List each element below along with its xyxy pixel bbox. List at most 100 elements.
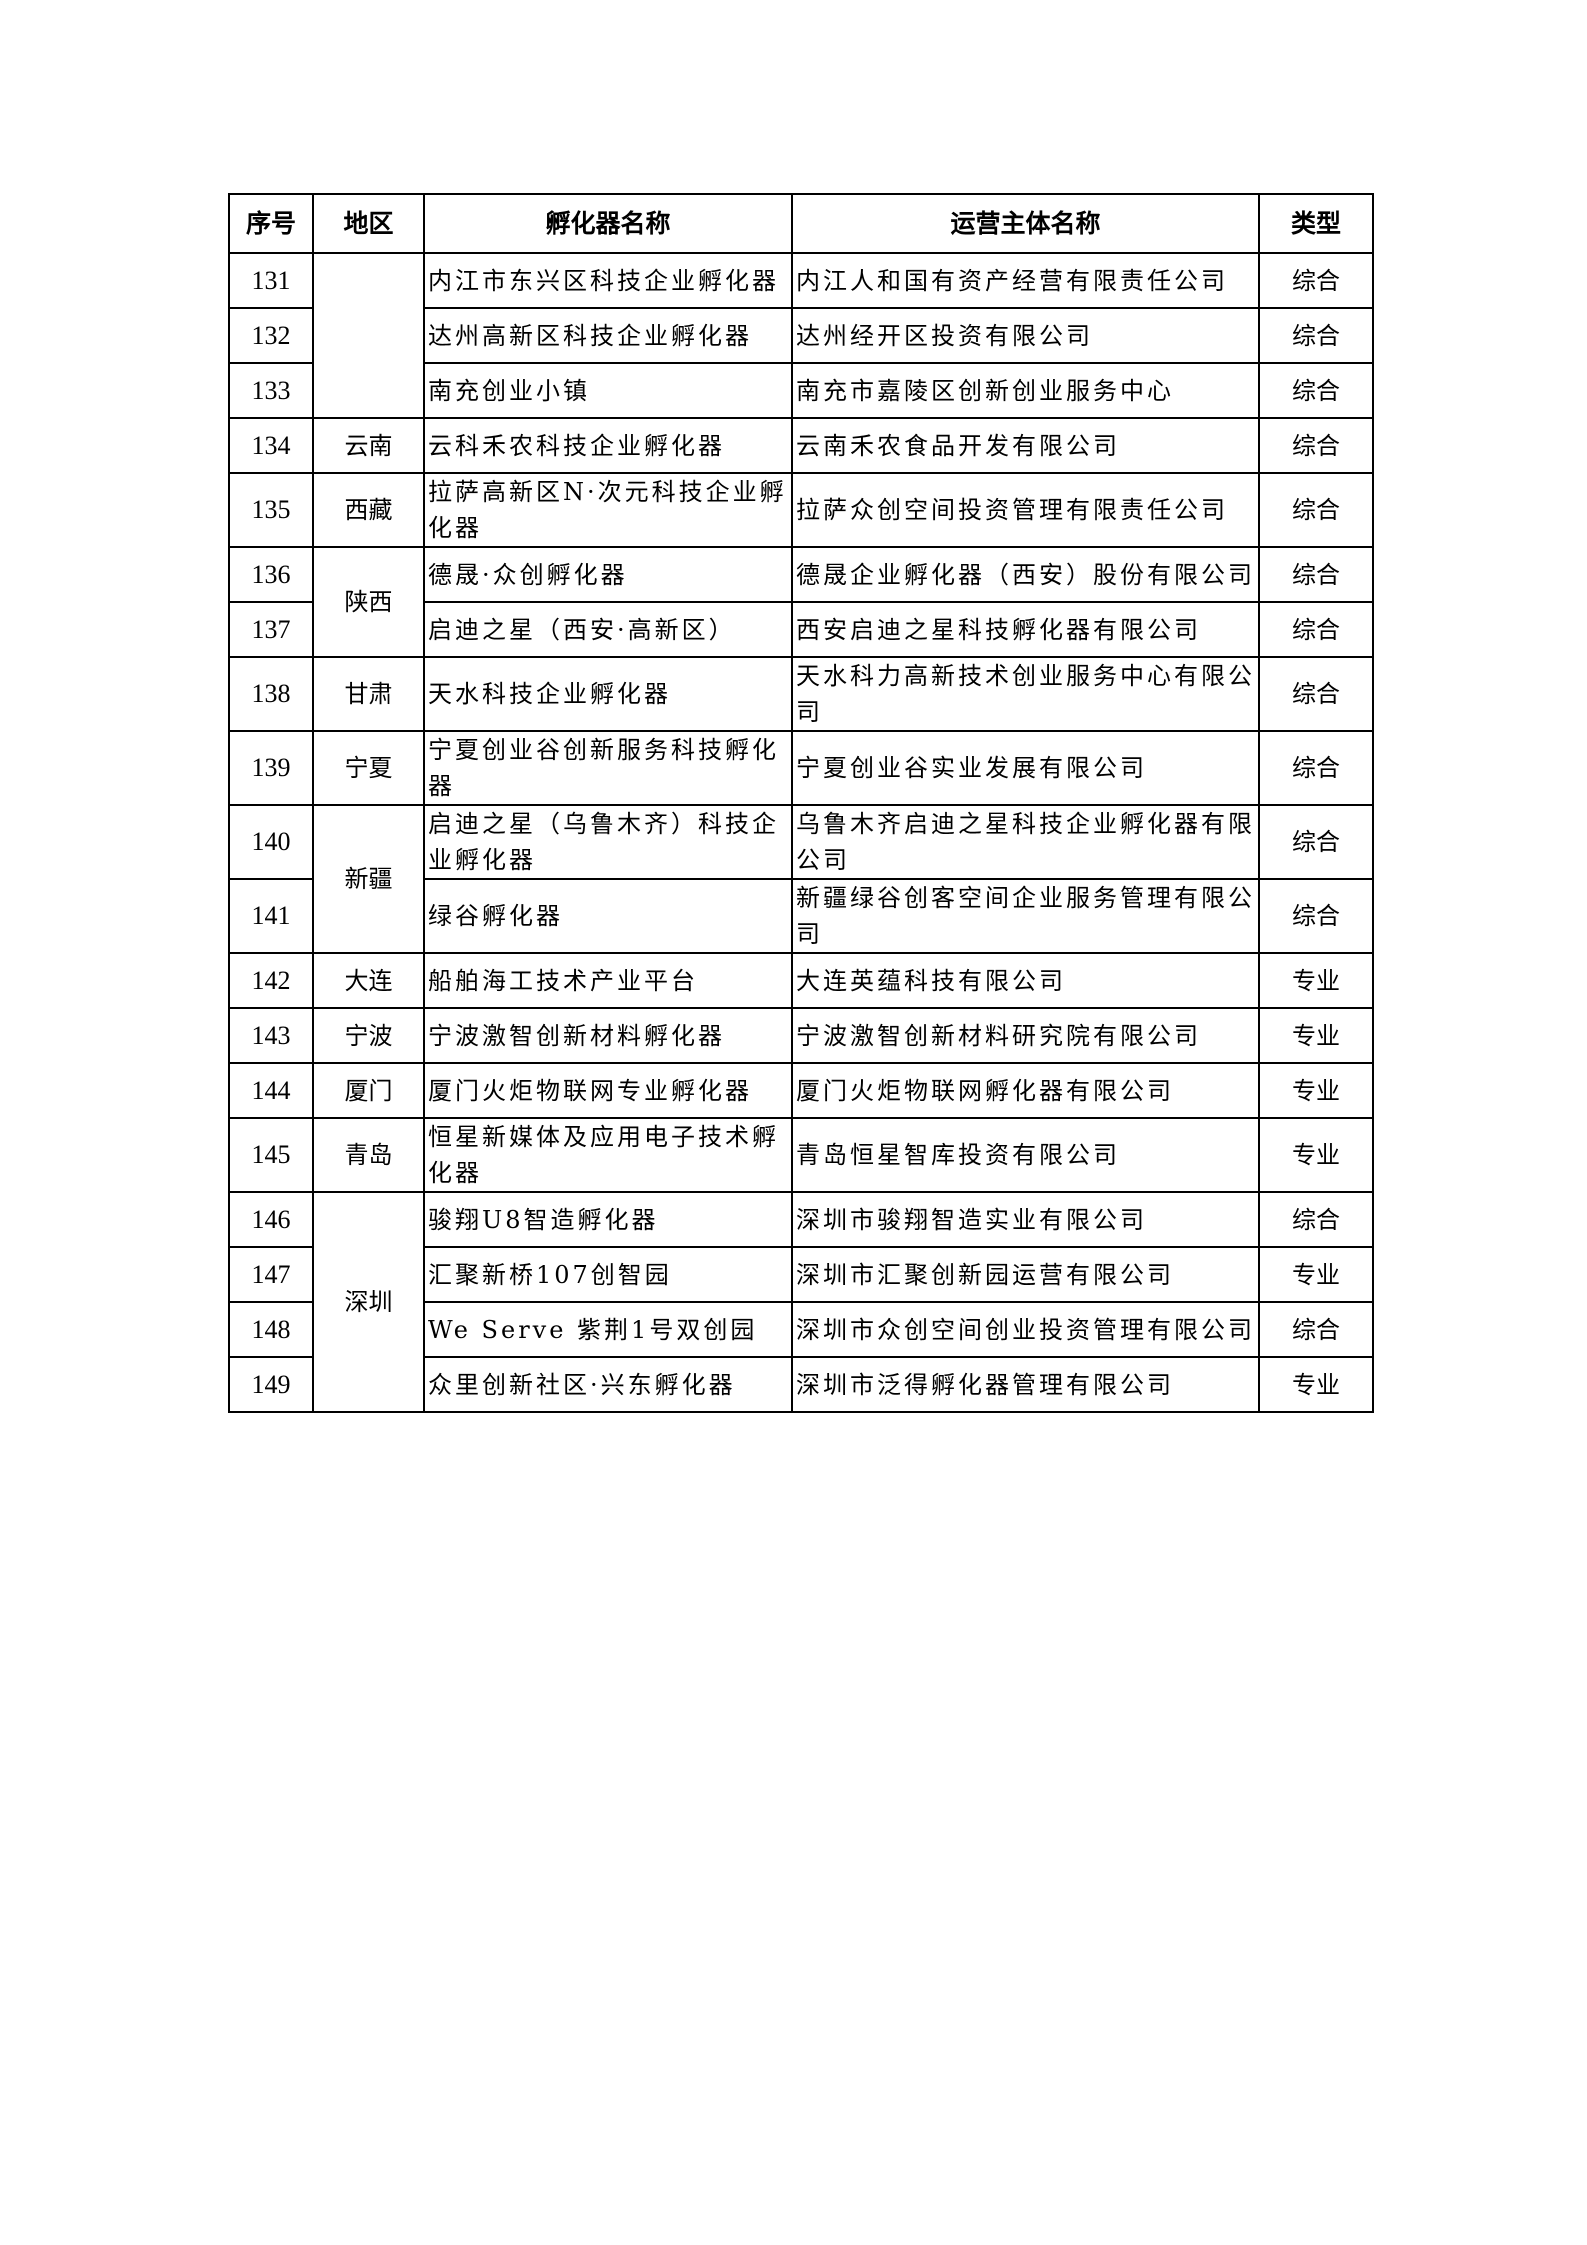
operator-name: 乌鲁木齐启迪之星科技企业孵化器有限公司 xyxy=(791,804,1260,880)
operator-name: 厦门火炬物联网孵化器有限公司 xyxy=(791,1062,1260,1119)
table-row: 144 厦门 厦门火炬物联网专业孵化器 厦门火炬物联网孵化器有限公司 专业 xyxy=(228,1062,1374,1119)
incubator-name: 德晟·众创孵化器 xyxy=(423,546,793,603)
table-row: 138 甘肃 天水科技企业孵化器 天水科力高新技术创业服务中心有限公司 综合 xyxy=(228,656,1374,732)
incubator-name: 云科禾农科技企业孵化器 xyxy=(423,417,793,474)
type-cell: 综合 xyxy=(1258,307,1374,364)
region-cell: 陕西 xyxy=(312,546,425,658)
header-no: 序号 xyxy=(228,193,314,254)
type-cell: 专业 xyxy=(1258,1062,1374,1119)
incubator-name: 恒星新媒体及应用电子技术孵化器 xyxy=(423,1117,793,1193)
type-cell: 专业 xyxy=(1258,952,1374,1009)
operator-name: 云南禾农食品开发有限公司 xyxy=(791,417,1260,474)
incubator-table: 序号 地区 孵化器名称 运营主体名称 类型 131 内江市东兴区科技企业孵化器 内江… xyxy=(228,193,1374,1413)
operator-name: 深圳市众创空间创业投资管理有限公司 xyxy=(791,1301,1260,1358)
operator-name: 内江人和国有资产经营有限责任公司 xyxy=(791,252,1260,309)
row-number: 138 xyxy=(228,656,314,732)
row-number: 143 xyxy=(228,1007,314,1064)
table-row: 136 陕西 德晟·众创孵化器 德晟企业孵化器（西安）股份有限公司 综合 xyxy=(228,546,1374,658)
table-row: 137 启迪之星（西安·高新区） 西安启迪之星科技孵化器有限公司 综合 xyxy=(228,601,1374,658)
incubator-name: 启迪之星（乌鲁木齐）科技企业孵化器 xyxy=(423,804,793,880)
region-cell: 宁波 xyxy=(312,1007,425,1064)
operator-name: 天水科力高新技术创业服务中心有限公司 xyxy=(791,656,1260,732)
incubator-name: 南充创业小镇 xyxy=(423,362,793,419)
incubator-name: 众里创新社区·兴东孵化器 xyxy=(423,1356,793,1413)
operator-name: 达州经开区投资有限公司 xyxy=(791,307,1260,364)
row-number: 146 xyxy=(228,1191,314,1248)
type-cell: 综合 xyxy=(1258,1301,1374,1358)
incubator-name: 骏翔U8智造孵化器 xyxy=(423,1191,793,1248)
table-row: 133 南充创业小镇 南充市嘉陵区创新创业服务中心 综合 xyxy=(228,362,1374,419)
region-cell xyxy=(312,252,425,419)
row-number: 149 xyxy=(228,1356,314,1413)
region-cell: 大连 xyxy=(312,952,425,1009)
table-row: 142 大连 船舶海工技术产业平台 大连英蕴科技有限公司 专业 xyxy=(228,952,1374,1009)
incubator-name: 拉萨高新区N·次元科技企业孵化器 xyxy=(423,472,793,548)
table-row: 146 深圳 骏翔U8智造孵化器 深圳市骏翔智造实业有限公司 综合 xyxy=(228,1191,1374,1413)
type-cell: 综合 xyxy=(1258,472,1374,548)
header-incubator-name: 孵化器名称 xyxy=(423,193,793,254)
type-cell: 专业 xyxy=(1258,1117,1374,1193)
operator-name: 宁夏创业谷实业发展有限公司 xyxy=(791,730,1260,806)
operator-name: 新疆绿谷创客空间企业服务管理有限公司 xyxy=(791,878,1260,954)
operator-name: 拉萨众创空间投资管理有限责任公司 xyxy=(791,472,1260,548)
type-cell: 综合 xyxy=(1258,1191,1374,1248)
type-cell: 专业 xyxy=(1258,1007,1374,1064)
table-row: 140 新疆 启迪之星（乌鲁木齐）科技企业孵化器 乌鲁木齐启迪之星科技企业孵化器有限公… xyxy=(228,804,1374,954)
incubator-name: 宁夏创业谷创新服务科技孵化器 xyxy=(423,730,793,806)
incubator-name: We Serve 紫荆1号双创园 xyxy=(423,1301,793,1358)
row-number: 135 xyxy=(228,472,314,548)
row-number: 133 xyxy=(228,362,314,419)
incubator-name: 厦门火炬物联网专业孵化器 xyxy=(423,1062,793,1119)
table-row: 149 众里创新社区·兴东孵化器 深圳市泛得孵化器管理有限公司 专业 xyxy=(228,1356,1374,1413)
row-number: 131 xyxy=(228,252,314,309)
header-row: 序号 地区 孵化器名称 运营主体名称 类型 xyxy=(228,193,1374,254)
region-cell: 新疆 xyxy=(312,804,425,954)
region-cell: 云南 xyxy=(312,417,425,474)
type-cell: 综合 xyxy=(1258,730,1374,806)
table-row: 147 汇聚新桥107创智园 深圳市汇聚创新园运营有限公司 专业 xyxy=(228,1246,1374,1303)
row-number: 148 xyxy=(228,1301,314,1358)
type-cell: 综合 xyxy=(1258,252,1374,309)
region-cell: 深圳 xyxy=(312,1191,425,1413)
row-number: 144 xyxy=(228,1062,314,1119)
table-row: 135 西藏 拉萨高新区N·次元科技企业孵化器 拉萨众创空间投资管理有限责任公司 综合 xyxy=(228,472,1374,548)
header-operator-name: 运营主体名称 xyxy=(791,193,1260,254)
type-cell: 综合 xyxy=(1258,362,1374,419)
header-region: 地区 xyxy=(312,193,425,254)
region-cell: 宁夏 xyxy=(312,730,425,806)
row-number: 139 xyxy=(228,730,314,806)
type-cell: 专业 xyxy=(1258,1246,1374,1303)
type-cell: 综合 xyxy=(1258,546,1374,603)
operator-name: 深圳市泛得孵化器管理有限公司 xyxy=(791,1356,1260,1413)
incubator-name: 船舶海工技术产业平台 xyxy=(423,952,793,1009)
table-row: 141 绿谷孵化器 新疆绿谷创客空间企业服务管理有限公司 综合 xyxy=(228,878,1374,954)
row-number: 141 xyxy=(228,878,314,954)
type-cell: 综合 xyxy=(1258,656,1374,732)
table-row: 139 宁夏 宁夏创业谷创新服务科技孵化器 宁夏创业谷实业发展有限公司 综合 xyxy=(228,730,1374,806)
row-number: 140 xyxy=(228,804,314,880)
table-row: 134 云南 云科禾农科技企业孵化器 云南禾农食品开发有限公司 综合 xyxy=(228,417,1374,474)
incubator-name: 汇聚新桥107创智园 xyxy=(423,1246,793,1303)
operator-name: 青岛恒星智库投资有限公司 xyxy=(791,1117,1260,1193)
region-cell: 西藏 xyxy=(312,472,425,548)
type-cell: 专业 xyxy=(1258,1356,1374,1413)
row-number: 134 xyxy=(228,417,314,474)
row-number: 137 xyxy=(228,601,314,658)
incubator-name: 达州高新区科技企业孵化器 xyxy=(423,307,793,364)
header-type: 类型 xyxy=(1258,193,1374,254)
table-body: 131 内江市东兴区科技企业孵化器 内江人和国有资产经营有限责任公司 综合 132 达州高… xyxy=(228,252,1374,1413)
table-row: 132 达州高新区科技企业孵化器 达州经开区投资有限公司 综合 xyxy=(228,307,1374,364)
row-number: 136 xyxy=(228,546,314,603)
row-number: 132 xyxy=(228,307,314,364)
region-cell: 厦门 xyxy=(312,1062,425,1119)
operator-name: 南充市嘉陵区创新创业服务中心 xyxy=(791,362,1260,419)
type-cell: 综合 xyxy=(1258,804,1374,880)
table-row: 145 青岛 恒星新媒体及应用电子技术孵化器 青岛恒星智库投资有限公司 专业 xyxy=(228,1117,1374,1193)
operator-name: 宁波激智创新材料研究院有限公司 xyxy=(791,1007,1260,1064)
type-cell: 综合 xyxy=(1258,417,1374,474)
operator-name: 深圳市骏翔智造实业有限公司 xyxy=(791,1191,1260,1248)
table-row: 148 We Serve 紫荆1号双创园 深圳市众创空间创业投资管理有限公司 综合 xyxy=(228,1301,1374,1358)
incubator-name: 启迪之星（西安·高新区） xyxy=(423,601,793,658)
row-number: 147 xyxy=(228,1246,314,1303)
type-cell: 综合 xyxy=(1258,878,1374,954)
